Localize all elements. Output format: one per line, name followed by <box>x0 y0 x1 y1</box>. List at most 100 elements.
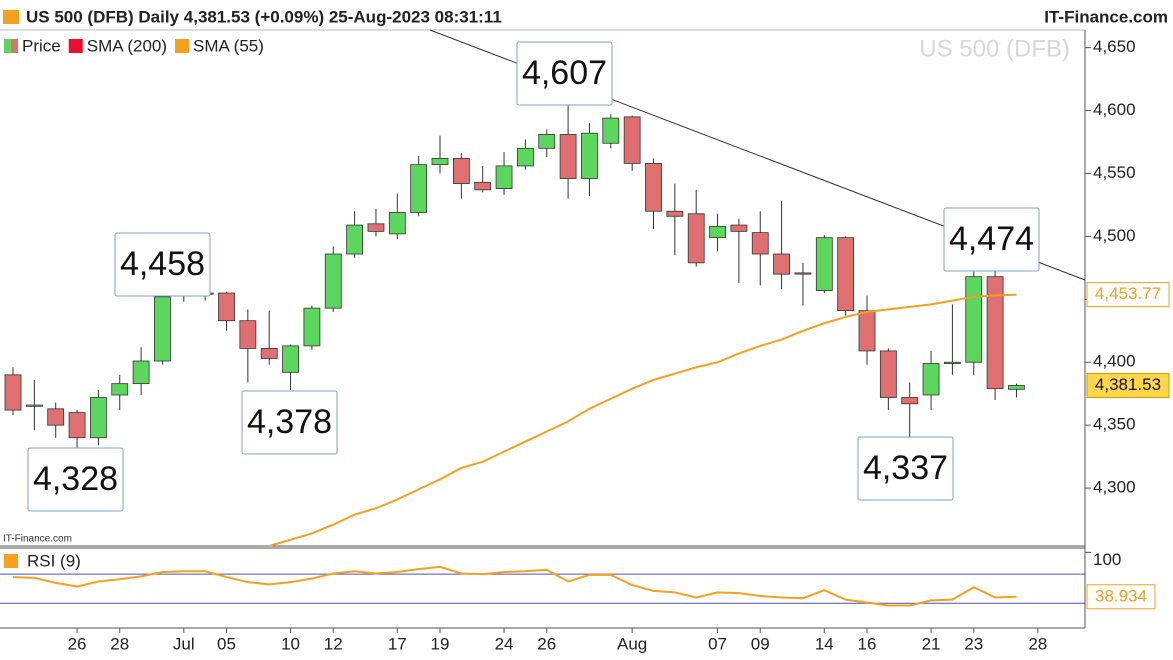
y-tick-label: 4,550 <box>1093 163 1136 182</box>
candle-body <box>581 132 598 179</box>
x-tick-label: 28 <box>110 634 129 653</box>
y-tick-label: 4,650 <box>1093 37 1136 56</box>
candle-body <box>538 134 556 149</box>
brand: IT-Finance.com <box>1044 7 1168 26</box>
x-tick-label: 16 <box>858 634 877 653</box>
annotation-box <box>114 232 211 297</box>
candle-body <box>68 412 86 439</box>
annotation-box <box>857 436 954 501</box>
candle-body <box>837 237 855 312</box>
legend-label: RSI (9) <box>27 551 81 570</box>
annotation-box <box>27 447 124 512</box>
candle-body <box>559 134 577 179</box>
x-tick-label: 14 <box>815 634 834 653</box>
x-tick-label: 05 <box>217 634 236 653</box>
x-tick-label: 26 <box>537 634 556 653</box>
candle-body <box>986 276 1004 390</box>
candle-body <box>25 404 43 407</box>
sma-line <box>268 293 1017 547</box>
x-tick-label: 26 <box>68 634 87 653</box>
candle-body <box>90 397 107 439</box>
candle-body <box>452 157 470 184</box>
annotation-label: 4,458 <box>120 245 205 283</box>
demo-icon <box>3 10 19 24</box>
candle-body <box>666 210 684 217</box>
watermark: US 500 (DFB) <box>919 35 1070 62</box>
candle-body <box>709 225 726 239</box>
candle-body <box>431 157 449 166</box>
y-tick-label: 4,300 <box>1093 478 1136 497</box>
y-tick-label: 4,350 <box>1093 415 1136 434</box>
candle-body <box>922 363 940 396</box>
candle-body <box>260 348 278 359</box>
candle-body <box>623 116 641 164</box>
annotation-label: 4,337 <box>863 449 948 487</box>
x-tick-label: 12 <box>324 634 343 653</box>
candle-body <box>239 320 257 349</box>
legend-swatch <box>175 39 190 53</box>
x-tick-label: 24 <box>495 634 514 653</box>
candle-body <box>901 397 919 405</box>
legend: Price SMA (200) SMA (55) <box>4 36 264 55</box>
price-tag <box>1086 372 1170 398</box>
x-tick-label: Aug <box>617 634 647 653</box>
x-tick-label: Jul <box>173 634 195 653</box>
x-tick-label: 28 <box>1028 634 1047 653</box>
annotation-label: 4,474 <box>949 220 1034 258</box>
candle-body <box>794 272 812 275</box>
candle-body <box>410 164 428 213</box>
annotation-box <box>943 207 1040 272</box>
candle-body <box>879 350 897 398</box>
candle-body <box>687 213 705 264</box>
candle-body <box>495 165 513 189</box>
candle-body <box>858 310 876 352</box>
x-tick-label: 10 <box>281 634 300 653</box>
annotation-label: 4,607 <box>522 54 607 92</box>
sma-tag-label: 4,453.77 <box>1095 284 1161 303</box>
rsi-line <box>12 565 1017 607</box>
candle-body <box>602 117 620 144</box>
candle-body <box>751 232 769 255</box>
x-tick-label: 07 <box>708 634 727 653</box>
candle-body <box>944 361 961 364</box>
chart-title: US 500 (DFB) Daily 4,381.53 (+0.09%) 25-… <box>26 7 502 26</box>
legend-swatch <box>4 554 18 568</box>
y-tick-label: 100 <box>1093 550 1121 569</box>
candle-body <box>367 223 385 232</box>
candle-body <box>388 212 406 235</box>
x-tick-label: 23 <box>964 634 983 653</box>
x-tick-label: 21 <box>922 634 941 653</box>
candle-body <box>218 292 235 322</box>
legend-label: SMA (55) <box>193 36 264 55</box>
candle-body <box>4 374 22 411</box>
candle-body <box>965 276 983 363</box>
candle-body <box>282 345 299 373</box>
legend-swatch <box>68 39 83 53</box>
candle-body <box>132 360 150 385</box>
annotation-label: 4,328 <box>33 460 118 498</box>
candle-body <box>111 383 129 396</box>
candle-body <box>773 253 790 275</box>
legend-label: SMA (200) <box>87 36 167 55</box>
candle-body <box>324 253 342 309</box>
candle-body <box>645 163 662 212</box>
annotation-box <box>516 41 613 106</box>
x-tick-label: 17 <box>388 634 407 653</box>
x-tick-label: 09 <box>751 634 770 653</box>
sma-tag <box>1086 282 1170 308</box>
candle-body <box>1008 385 1025 390</box>
x-tick-label: 19 <box>431 634 450 653</box>
y-tick-label: 4,400 <box>1093 352 1136 371</box>
annotation-box <box>241 390 338 455</box>
credit: IT-Finance.com <box>3 534 72 545</box>
candle-body <box>815 237 833 291</box>
candle-body <box>47 408 65 426</box>
y-tick-label: 4,600 <box>1093 100 1136 119</box>
price-tag-label: 4,381.53 <box>1095 375 1161 394</box>
candle-body <box>474 181 492 191</box>
rsi-tag <box>1086 584 1156 610</box>
y-tick-label: 4,500 <box>1093 226 1136 245</box>
candle-body <box>303 307 321 347</box>
